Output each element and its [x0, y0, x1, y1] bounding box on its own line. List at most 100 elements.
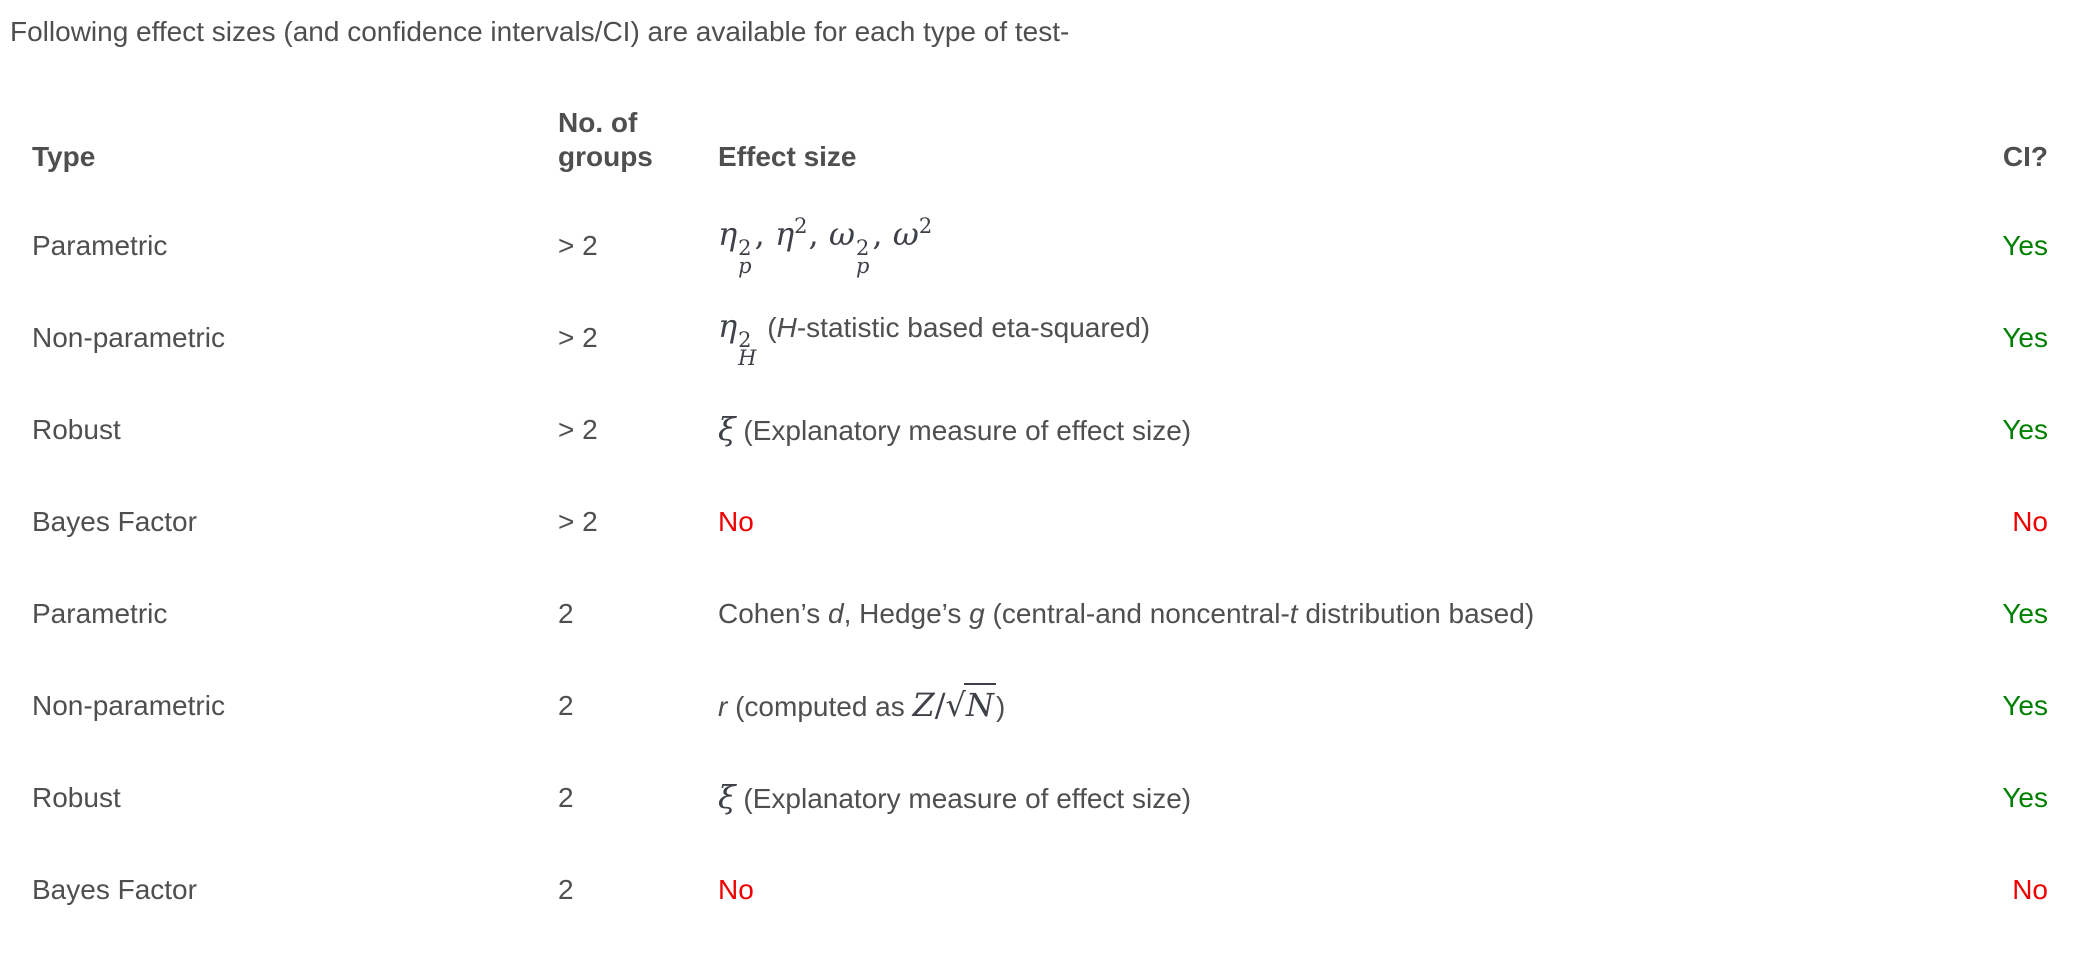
effect-text: -statistic based eta-squared): [796, 311, 1151, 343]
effect-math-text: /: [934, 686, 946, 724]
effect-math-symbol: Z: [913, 686, 935, 724]
effect-text: (: [759, 311, 777, 343]
header-type: Type: [32, 141, 96, 172]
type-cell: Non-parametric: [32, 322, 225, 353]
math-subscript: p: [738, 254, 752, 279]
effect-italic-text: d: [828, 598, 844, 629]
effect-text: (central-and noncentral-: [984, 598, 1290, 629]
effect-text: Cohen’s: [718, 598, 829, 629]
ci-cell: Yes: [1964, 384, 2075, 476]
effect-text: (Explanatory measure of effect size): [735, 783, 1192, 814]
radical-sign-icon: √: [945, 686, 966, 724]
ci-cell: Yes: [1964, 200, 2075, 292]
effect-text: distribution based): [1297, 598, 1535, 629]
header-no-of-groups: No. of groups: [558, 107, 653, 172]
groups-cell: 2: [558, 598, 574, 629]
groups-cell: 2: [558, 874, 574, 905]
table-row: Bayes Factor 2 No No: [10, 844, 2075, 936]
table-row: Parametric 2 Cohen’s d, Hedge’s g (central…: [10, 568, 2075, 660]
table-header-row: Type No. of groups Effect size CI?: [10, 106, 2075, 200]
effect-math-symbol: η2: [775, 215, 809, 253]
ci-value: Yes: [2002, 782, 2048, 813]
math-base: η: [774, 214, 795, 253]
effect-size-cell: ξ (Explanatory measure of effect size): [718, 384, 1964, 476]
effect-italic-text: t: [1289, 598, 1298, 629]
math-subscript: H: [738, 346, 757, 371]
ci-value: Yes: [2002, 598, 2048, 629]
ci-cell: No: [1964, 844, 2075, 936]
ci-cell: Yes: [1964, 752, 2075, 844]
sqrt-expression: √N: [945, 683, 996, 724]
effect-no-label: No: [718, 874, 754, 905]
type-cell: Robust: [32, 414, 121, 445]
math-base: ω: [892, 214, 919, 253]
type-cell: Parametric: [32, 230, 168, 261]
effect-italic-text: r: [718, 691, 728, 722]
ci-value: Yes: [2002, 230, 2048, 261]
math-base: η: [718, 306, 738, 345]
math-base: ξ: [718, 410, 736, 448]
effect-size-cell: No: [718, 844, 1964, 936]
effect-text: ): [995, 691, 1006, 722]
math-base: ω: [828, 214, 855, 253]
effect-math-text: ,: [872, 214, 893, 253]
type-cell: Bayes Factor: [32, 506, 197, 537]
groups-cell: > 2: [558, 506, 598, 537]
effect-math-text: ,: [754, 214, 775, 253]
math-superscript: 2: [855, 236, 870, 261]
ci-value: No: [2012, 874, 2048, 905]
groups-cell: > 2: [558, 414, 598, 445]
radicand: N: [963, 683, 996, 724]
header-effect-size: Effect size: [718, 141, 857, 172]
type-cell: Parametric: [32, 598, 168, 629]
ci-cell: Yes: [1964, 292, 2075, 384]
type-cell: Non-parametric: [32, 690, 225, 721]
effect-size-cell: ξ (Explanatory measure of effect size): [718, 752, 1964, 844]
ci-value: Yes: [2002, 322, 2048, 353]
ci-value: Yes: [2002, 414, 2048, 445]
math-superscript: 2: [794, 214, 808, 238]
effect-size-cell: No: [718, 476, 1964, 568]
table-row: Non-parametric 2 r (computed as Z/√N) Yes: [10, 660, 2075, 752]
math-superscript: 2: [738, 236, 752, 261]
table-row: Robust > 2 ξ (Explanatory measure of effec…: [10, 384, 2075, 476]
effect-math-text: ,: [808, 214, 829, 253]
groups-cell: > 2: [558, 230, 598, 261]
type-cell: Robust: [32, 782, 121, 813]
effect-text: (computed as: [727, 691, 913, 722]
groups-cell: 2: [558, 690, 574, 721]
table-header: Type No. of groups Effect size CI?: [10, 106, 2075, 200]
effect-math-symbol: ξ: [718, 778, 736, 816]
effect-size-cell: Cohen’s d, Hedge’s g (central-and noncen…: [718, 568, 1964, 660]
math-base: η: [718, 214, 738, 253]
header-ci: CI?: [2002, 141, 2048, 172]
effect-text: (Explanatory measure of effect size): [735, 415, 1192, 446]
type-cell: Bayes Factor: [32, 874, 197, 905]
math-superscript: 2: [738, 328, 752, 353]
ci-cell: No: [1964, 476, 2075, 568]
effect-math-symbol: ω2: [893, 215, 933, 253]
effect-italic-text: g: [969, 598, 985, 629]
ci-value: No: [2012, 506, 2048, 537]
groups-cell: 2: [558, 782, 574, 813]
math-base: ξ: [718, 778, 736, 816]
groups-cell: > 2: [558, 322, 598, 353]
effect-sizes-table: Type No. of groups Effect size CI? Param…: [10, 106, 2075, 936]
intro-text: Following effect sizes (and confidence i…: [10, 16, 1070, 47]
table-row: Bayes Factor > 2 No No: [10, 476, 2075, 568]
effect-italic-text: H: [776, 311, 797, 343]
ci-cell: Yes: [1964, 660, 2075, 752]
table-row: Robust 2 ξ (Explanatory measure of effect …: [10, 752, 2075, 844]
